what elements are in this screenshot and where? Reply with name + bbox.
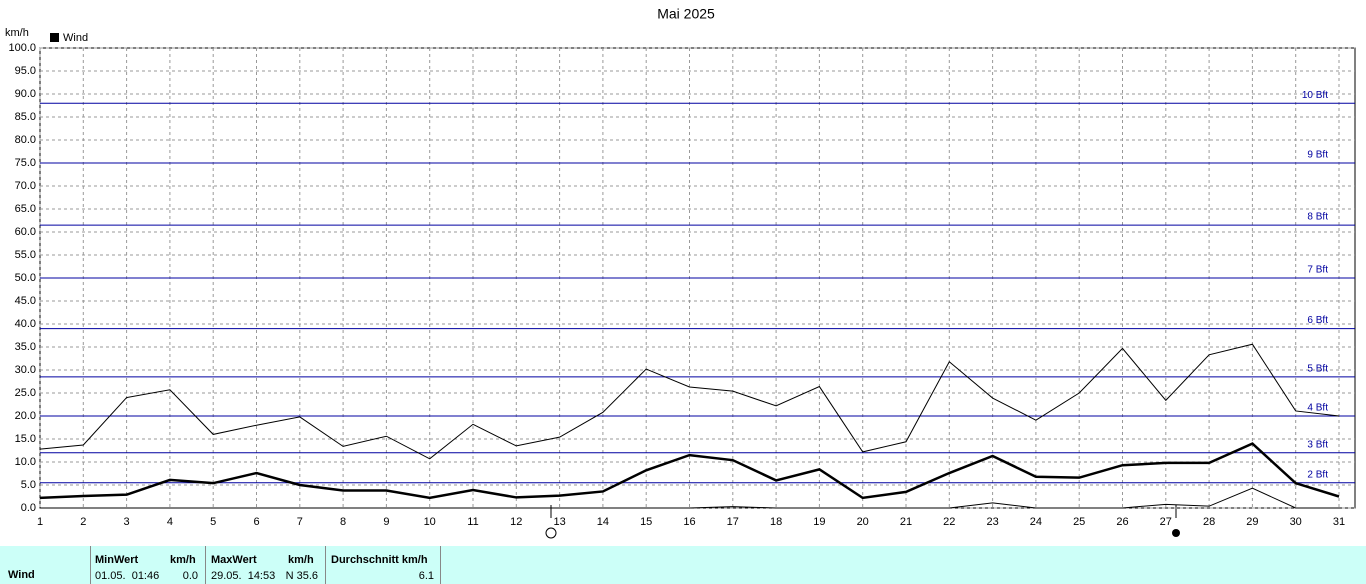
separator: [205, 546, 206, 584]
chart-title: Mai 2025: [657, 6, 715, 22]
x-tick-label: 23: [986, 516, 998, 528]
x-tick-label: 26: [1116, 516, 1128, 528]
chart: Mai 2025 km/h 0.0 5.0 10.0 15.0 20.0 25.0 30.0…: [5, 6, 1356, 539]
y-tick-label: 70.0: [15, 180, 36, 192]
x-tick-label: 16: [683, 516, 695, 528]
y-tick-label: 60.0: [15, 226, 36, 238]
x-tick-label: 11: [467, 516, 478, 528]
legend-label: Wind: [63, 32, 88, 44]
x-tick-label: 15: [640, 516, 652, 528]
x-tick-label: 28: [1203, 516, 1215, 528]
y-tick-label: 80.0: [15, 134, 36, 146]
x-tick-label: 21: [900, 516, 912, 528]
x-tick-label: 7: [297, 516, 303, 528]
y-tick-label: 0.0: [21, 502, 36, 514]
reference-label: 2 Bft: [1307, 469, 1328, 480]
y-tick-label: 15.0: [15, 433, 36, 445]
series-line: [40, 487, 1339, 509]
new-moon-icon: [1172, 529, 1180, 537]
reference-label: 3 Bft: [1307, 439, 1328, 450]
reference-label: 5 Bft: [1307, 364, 1328, 375]
y-tick-label: 35.0: [15, 341, 36, 353]
y-tick-label: 10.0: [15, 456, 36, 468]
x-tick-label: 24: [1030, 516, 1042, 528]
series-line: [39, 442, 1340, 500]
x-tick-label: 22: [943, 516, 955, 528]
x-tick-label: 4: [167, 516, 173, 528]
x-tick-label: 29: [1246, 516, 1258, 528]
header: km/h: [170, 554, 196, 566]
row-label: Wind: [8, 569, 35, 581]
y-tick-label: 85.0: [15, 111, 36, 123]
separator: [325, 546, 326, 584]
x-tick-label: 13: [553, 516, 565, 528]
y-tick-label: 25.0: [15, 387, 36, 399]
series-line: [39, 343, 1340, 460]
full-moon-icon: [545, 527, 557, 539]
reference-label: 10 Bft: [1302, 90, 1328, 101]
reference-label: 7 Bft: [1307, 265, 1328, 276]
x-tick-label: 9: [383, 516, 389, 528]
header: km/h: [288, 554, 314, 566]
y-tick-label: 40.0: [15, 318, 36, 330]
reference-label: 9 Bft: [1307, 150, 1328, 161]
x-tick-label: 27: [1160, 516, 1172, 528]
x-tick-label: 8: [340, 516, 346, 528]
x-tick-label: 20: [857, 516, 869, 528]
reference-label: 6 Bft: [1307, 315, 1328, 326]
y-tick-label: 30.0: [15, 364, 36, 376]
x-tick-label: 30: [1290, 516, 1302, 528]
y-tick-label: 5.0: [21, 479, 36, 491]
y-tick-label: 55.0: [15, 249, 36, 261]
y-tick-label: 100.0: [8, 42, 36, 54]
y-tick-label: 20.0: [15, 410, 36, 422]
cell: 6.1: [418, 570, 434, 582]
x-tick-label: 12: [510, 516, 522, 528]
y-tick-label: 95.0: [15, 65, 36, 77]
x-tick-label: 2: [80, 516, 86, 528]
y-tick-label: 90.0: [15, 88, 36, 100]
x-tick-label: 17: [727, 516, 739, 528]
y-tick-label: 65.0: [15, 203, 36, 215]
x-tick-label: 3: [124, 516, 130, 528]
cell: N 35.6: [285, 570, 318, 582]
y-axis-label: km/h: [5, 27, 29, 39]
legend-swatch: [50, 33, 59, 42]
header: MinWert: [95, 554, 139, 566]
cell: 29.05. 14:53: [211, 570, 276, 582]
x-tick-label: 1: [37, 516, 43, 528]
reference-label: 4 Bft: [1307, 403, 1328, 414]
separator: [90, 546, 91, 584]
x-tick-label: 6: [253, 516, 259, 528]
stats-table: Wind MinWert km/h 01.05. 01:46 0.0 MaxWe…: [0, 546, 1366, 584]
x-tick-label: 14: [597, 516, 609, 528]
x-tick-label: 25: [1073, 516, 1085, 528]
x-tick-label: 5: [210, 516, 216, 528]
x-tick-label: 19: [813, 516, 825, 528]
x-tick-label: 18: [770, 516, 782, 528]
cell: 0.0: [182, 570, 198, 582]
separator: [440, 546, 441, 584]
reference-label: 8 Bft: [1307, 212, 1328, 223]
y-tick-label: 75.0: [15, 157, 36, 169]
header: Durchschnitt km/h: [331, 554, 428, 566]
y-tick-label: 45.0: [15, 295, 36, 307]
cell: 01.05. 01:46: [95, 570, 160, 582]
header: MaxWert: [211, 554, 257, 566]
y-tick-label: 50.0: [15, 272, 36, 284]
x-tick-label: 31: [1333, 516, 1345, 528]
x-tick-label: 10: [424, 516, 436, 528]
